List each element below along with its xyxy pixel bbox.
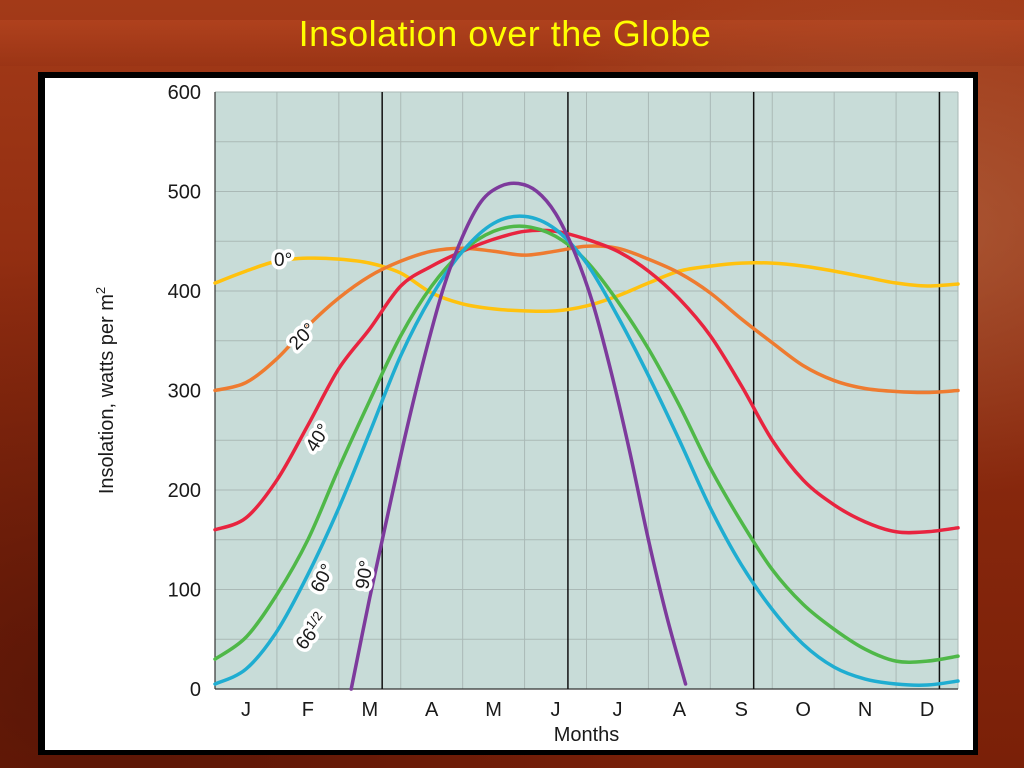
x-tick-label: S [735, 699, 748, 721]
y-axis-title: Insolation, watts per m2 [93, 287, 118, 494]
slide-title: Insolation over the Globe [298, 13, 712, 54]
series-line-5 [349, 181, 688, 691]
series-line-4 [213, 214, 960, 687]
grid-lines [214, 91, 959, 690]
series-label-main: 0° [274, 250, 292, 271]
series-label-main: 90° [352, 559, 378, 591]
y-axis-title-main: Insolation, watts per m [96, 294, 118, 494]
series-label-5: 90°90° [349, 555, 382, 594]
x-tick-label: J [551, 699, 561, 721]
series-label-text: 90° [352, 559, 378, 591]
y-tick-label: 200 [168, 480, 201, 502]
y-tick-labels: 0 100 200 300 400 500 600 [168, 82, 201, 701]
y-axis-title-superscript: 2 [93, 287, 108, 294]
y-tick-label: 400 [168, 281, 201, 303]
y-tick-label: 300 [168, 381, 201, 403]
x-tick-label: A [425, 699, 439, 721]
series-line-0 [213, 256, 960, 314]
x-tick-label: M [361, 699, 378, 721]
series-label-text: 0° [274, 250, 292, 271]
x-tick-label: M [485, 699, 502, 721]
x-tick-label: O [795, 699, 811, 721]
slide-title-band [0, 20, 1024, 66]
y-tick-label: 0 [190, 679, 201, 701]
insolation-chart: 0 100 200 300 400 500 600 J F M A M J J A S O N D 0°0° 2 0°… [93, 82, 960, 746]
x-tick-label: J [612, 699, 622, 721]
series-line-2 [213, 228, 960, 535]
series-line-1 [213, 244, 960, 395]
series-label-main: 0° [274, 250, 292, 271]
x-axis-title: Months [554, 724, 620, 746]
y-tick-label: 600 [168, 82, 201, 104]
series-label-halo: 0° [274, 250, 292, 271]
series-label-0: 0°0° [271, 247, 296, 275]
y-tick-label: 100 [168, 580, 201, 602]
x-tick-label: N [858, 699, 872, 721]
x-tick-label: J [241, 699, 251, 721]
x-tick-label: A [673, 699, 687, 721]
y-tick-label: 500 [168, 182, 201, 204]
series-lines [213, 181, 960, 691]
x-tick-label: F [302, 699, 314, 721]
x-tick-label: D [920, 699, 934, 721]
